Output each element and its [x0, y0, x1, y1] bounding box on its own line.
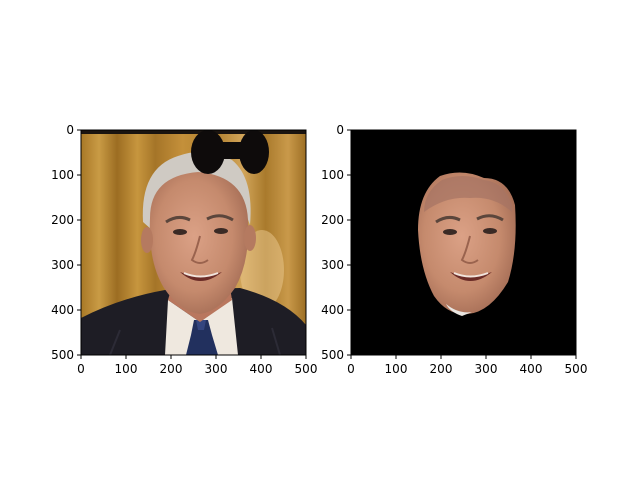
y-tick-label: 0 — [336, 123, 344, 137]
mask-frame — [350, 129, 577, 356]
y-tick-label: 300 — [51, 258, 74, 272]
y-tick-label: 400 — [321, 303, 344, 317]
necktie — [186, 320, 218, 355]
photo-panel — [81, 130, 306, 355]
left-eyebrow — [165, 215, 191, 224]
teeth — [183, 272, 219, 278]
y-tick-label: 100 — [321, 168, 344, 182]
x-tick-label: 300 — [475, 362, 498, 376]
y-tick-label: 300 — [321, 258, 344, 272]
x-tick-label: 200 — [430, 362, 453, 376]
y-tick-label: 0 — [66, 123, 74, 137]
hair — [142, 151, 251, 230]
left-eye — [173, 229, 187, 235]
right-eye — [214, 228, 228, 234]
y-tick-label: 200 — [321, 213, 344, 227]
top-dark-strip — [81, 130, 306, 134]
x-tick-label: 400 — [520, 362, 543, 376]
y-tick-label: 400 — [51, 303, 74, 317]
mask-panel — [351, 130, 576, 355]
photo-frame — [80, 129, 307, 356]
x-tick-label: 200 — [160, 362, 183, 376]
nose — [190, 235, 209, 264]
bowtie-occluder — [191, 130, 269, 174]
x-tick-label: 100 — [385, 362, 408, 376]
x-tick-label: 500 — [295, 362, 318, 376]
masked-forehead-shadow — [424, 176, 512, 212]
y-tick-label: 100 — [51, 168, 74, 182]
right-eyebrow — [206, 214, 234, 222]
x-tick-label: 100 — [115, 362, 138, 376]
y-tick-label: 200 — [51, 213, 74, 227]
y-tick-label: 500 — [51, 348, 74, 362]
x-tick-label: 400 — [250, 362, 273, 376]
collar-fragment — [446, 304, 472, 316]
x-tick-label: 500 — [565, 362, 588, 376]
left-ear — [141, 227, 153, 253]
masked-face — [418, 172, 516, 315]
x-tick-label: 0 — [347, 362, 355, 376]
right-ear — [244, 225, 256, 251]
x-tick-label: 300 — [205, 362, 228, 376]
y-tick-label: 500 — [321, 348, 344, 362]
x-tick-label: 0 — [77, 362, 85, 376]
